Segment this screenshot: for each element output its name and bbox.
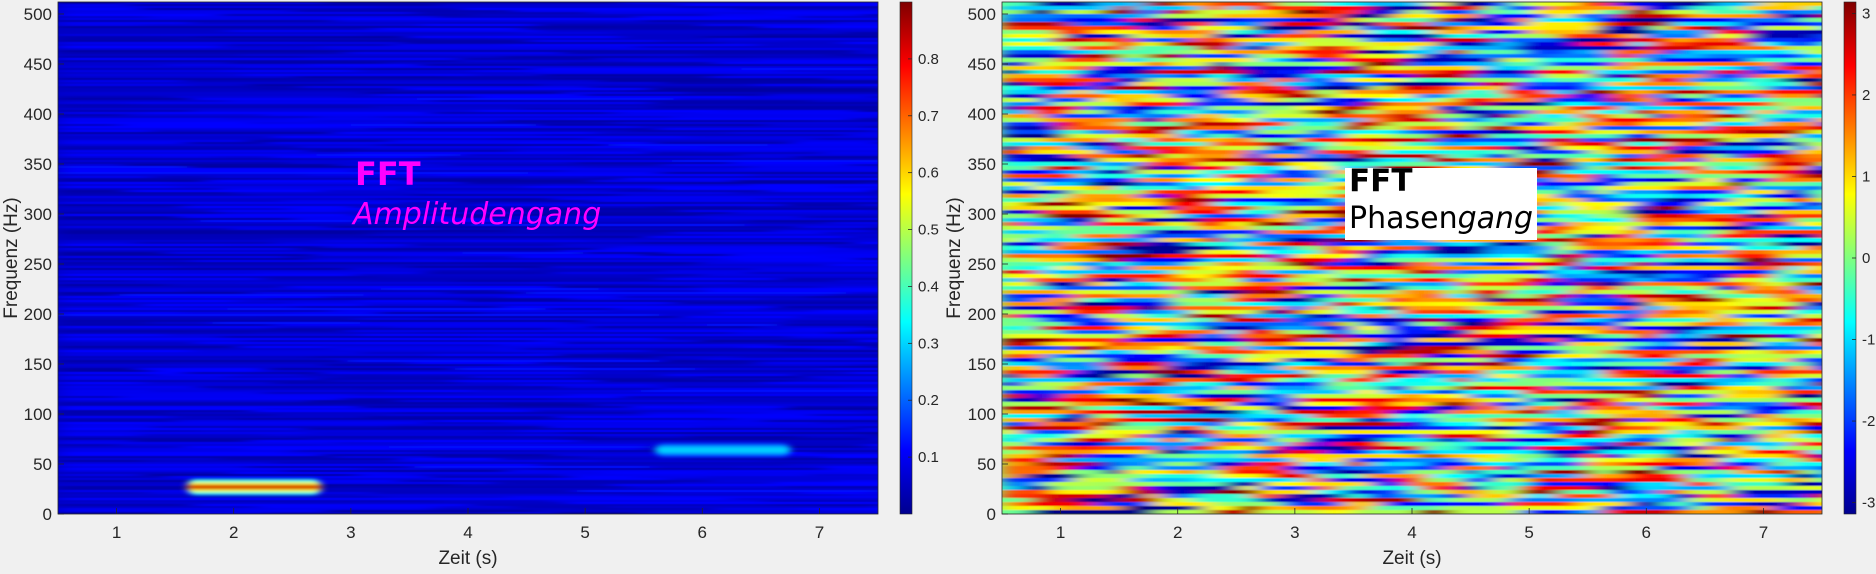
amplitude-annotation-subtitle: Amplitudengang <box>353 197 602 232</box>
left-ytick-label-6: 300 <box>24 205 52 224</box>
left-xtick-label-6: 7 <box>815 523 824 542</box>
left-ytick-label-4: 200 <box>24 305 52 324</box>
amplitude-ylabel: Frequenz (Hz) <box>1 197 22 318</box>
right-ytick-label-3: 150 <box>968 355 996 374</box>
right-ytick-label-4: 200 <box>968 305 996 324</box>
right-ytick-label-10: 500 <box>968 5 996 24</box>
left-colorbar-tick-5: 0.6 <box>918 165 939 182</box>
left-colorbar-tick-1: 0.2 <box>918 392 939 409</box>
left-colorbar-tick-7: 0.8 <box>918 51 939 68</box>
amplitude-heatmap-field <box>58 2 878 514</box>
left-colorbar-tick-6: 0.7 <box>918 108 939 125</box>
right-colorbar-tick-0: -3 <box>1862 495 1875 512</box>
left-xtick-label-4: 5 <box>580 523 589 542</box>
left-ytick-label-2: 100 <box>24 405 52 424</box>
right-ytick-label-1: 50 <box>977 455 996 474</box>
left-ytick-label-1: 50 <box>33 455 52 474</box>
amplitude-feature-2 <box>655 443 791 457</box>
right-xtick-label-1: 2 <box>1173 523 1182 542</box>
amplitude-annotation-title: FFT <box>355 155 421 193</box>
phase-annotation-subtitle-normal: Phasen <box>1349 201 1458 236</box>
amplitude-feature-1 <box>186 479 322 495</box>
right-colorbar-tick-3: 0 <box>1862 250 1870 267</box>
phase-annotation-box <box>1345 168 1537 240</box>
right-colorbar-tick-1: -2 <box>1862 413 1875 430</box>
right-xtick-label-4: 5 <box>1524 523 1533 542</box>
right-ytick-label-8: 400 <box>968 105 996 124</box>
amplitude-xlabel: Zeit (s) <box>438 548 497 569</box>
right-ytick-label-9: 450 <box>968 55 996 74</box>
phase-annotation-title: FFT <box>1349 163 1413 199</box>
amplitude-colorbar <box>899 1 913 515</box>
right-xtick-label-5: 6 <box>1642 523 1651 542</box>
left-ytick-label-5: 250 <box>24 255 52 274</box>
phase-annotation-subtitle-italic: gang <box>1457 201 1534 236</box>
phase-annotation-subtitle: Phasengang <box>1349 204 1533 234</box>
amplitude-features <box>186 443 791 495</box>
phase-plot: 1 2 3 4 5 6 7 0 50 100 150 200 250 300 350 400 450 500 Z… <box>944 1 1875 569</box>
phase-heatmap-field <box>1002 2 1822 514</box>
right-ytick-label-0: 0 <box>987 505 996 524</box>
left-ytick-label-7: 350 <box>24 155 52 174</box>
right-ytick-label-5: 250 <box>968 255 996 274</box>
right-ytick-label-6: 300 <box>968 205 996 224</box>
right-xtick-label-0: 1 <box>1056 523 1065 542</box>
phase-ylabel: Frequenz (Hz) <box>944 197 965 318</box>
left-xtick-label-2: 3 <box>346 523 355 542</box>
left-colorbar-tick-0: 0.1 <box>918 449 939 466</box>
right-ytick-label-2: 100 <box>968 405 996 424</box>
right-xtick-label-3: 4 <box>1407 523 1416 542</box>
right-colorbar-tick-5: 2 <box>1862 87 1870 104</box>
left-colorbar-tick-2: 0.3 <box>918 335 939 352</box>
right-xtick-label-6: 7 <box>1759 523 1768 542</box>
left-colorbar-tick-3: 0.4 <box>918 278 939 295</box>
left-ytick-label-8: 400 <box>24 105 52 124</box>
left-ytick-label-0: 0 <box>43 505 52 524</box>
amplitude-plot: 1 2 3 4 5 6 7 0 50 100 150 200 250 300 350 400 450 500 Z… <box>1 1 939 569</box>
left-ytick-label-9: 450 <box>24 55 52 74</box>
right-xtick-label-2: 3 <box>1290 523 1299 542</box>
right-colorbar-tick-2: -1 <box>1862 332 1875 349</box>
right-colorbar-tick-4: 1 <box>1862 168 1870 185</box>
right-ytick-label-7: 350 <box>968 155 996 174</box>
left-xtick-label-3: 4 <box>463 523 472 542</box>
left-xtick-label-5: 6 <box>698 523 707 542</box>
left-colorbar-tick-4: 0.5 <box>918 222 939 239</box>
left-xtick-label-1: 2 <box>229 523 238 542</box>
phase-xlabel: Zeit (s) <box>1382 548 1441 569</box>
left-xtick-label-0: 1 <box>112 523 121 542</box>
left-ytick-label-10: 500 <box>24 5 52 24</box>
left-ytick-label-3: 150 <box>24 355 52 374</box>
right-colorbar-tick-6: 3 <box>1862 5 1870 22</box>
